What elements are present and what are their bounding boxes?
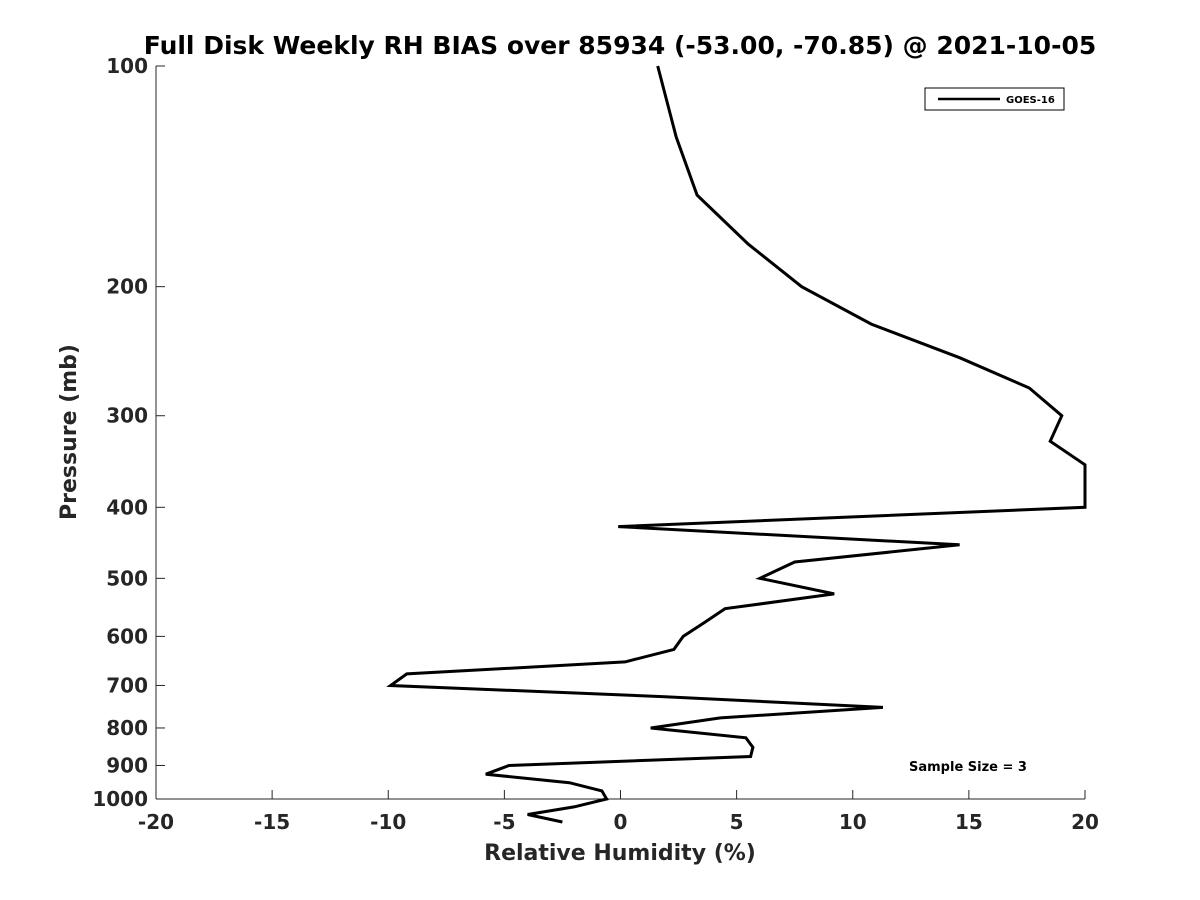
- y-tick-label: 200: [106, 275, 148, 299]
- y-tick-label: 900: [106, 753, 148, 777]
- sample-size-annotation: Sample Size = 3: [909, 760, 1027, 775]
- y-ticks: 100 200 300 400 500 600 700 800 900 1000: [92, 54, 165, 811]
- x-tick-label: 15: [955, 810, 983, 834]
- y-tick-label: 600: [106, 624, 148, 648]
- x-tick-label: 5: [730, 810, 744, 834]
- legend: GOES-16: [924, 87, 1065, 111]
- x-tick-label: 0: [614, 810, 628, 834]
- series-layer: [386, 65, 1087, 824]
- chart-title: Full Disk Weekly RH BIAS over 85934 (-53…: [144, 31, 1097, 60]
- series-line-goes-16: [386, 65, 1087, 824]
- y-tick-label: 500: [106, 566, 148, 590]
- y-tick-label: 100: [106, 54, 148, 78]
- y-tick-label: 700: [106, 673, 148, 697]
- x-ticks: -20 -15 -10 -5 0 5 10 15 20: [138, 790, 1099, 834]
- y-tick-label: 300: [106, 404, 148, 428]
- x-tick-label: -20: [138, 810, 174, 834]
- legend-entry-goes-16: GOES-16: [1006, 95, 1055, 106]
- plot-area: -20 -15 -10 -5 0 5 10 15 20 100 200 300 400 500 600 70…: [92, 54, 1099, 834]
- x-tick-label: 10: [839, 810, 867, 834]
- x-tick-label: -15: [254, 810, 290, 834]
- y-axis-label: Pressure (mb): [57, 344, 82, 520]
- x-tick-label: -5: [493, 810, 515, 834]
- x-axis-label: Relative Humidity (%): [484, 841, 756, 866]
- y-tick-label: 400: [106, 495, 148, 519]
- y-tick-label: 1000: [92, 787, 148, 811]
- x-tick-label: 20: [1071, 810, 1099, 834]
- y-tick-label: 800: [106, 716, 148, 740]
- x-tick-label: -10: [370, 810, 406, 834]
